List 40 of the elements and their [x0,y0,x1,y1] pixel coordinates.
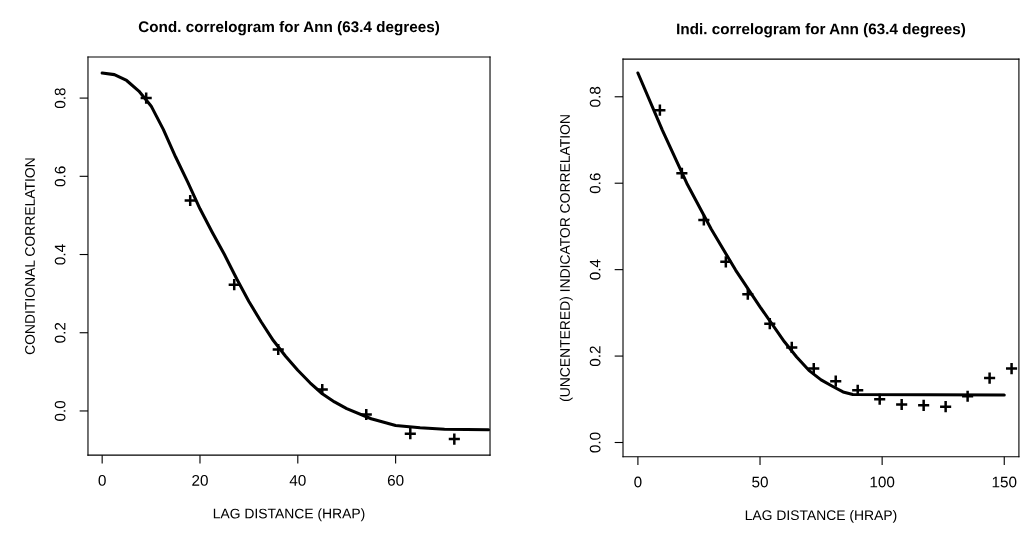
point [675,166,689,181]
x-tick-label: 0 [634,476,642,488]
x-tick-label: 40 [289,475,306,486]
y-tick-label: 0.2 [54,322,66,343]
point [403,426,418,441]
point [806,361,821,376]
y-tick-label: 0.2 [589,346,601,367]
point [938,399,953,414]
point [982,371,997,385]
y-tick-label: 0.8 [589,86,601,107]
point [1004,361,1019,376]
x-axis-title: LAG DISTANCE (HRAP) [745,509,897,523]
chart-title: Indi. correlogram for Ann (63.4 degrees) [677,23,966,38]
y-tick-label: 0.4 [54,244,66,265]
chart-title: Cond. correlogram for Ann (63.4 degrees) [138,20,440,36]
point [271,342,286,357]
point [828,374,843,388]
x-tick-label: 60 [387,475,404,486]
point [139,91,153,105]
point [447,432,462,446]
point [894,397,909,412]
point [762,316,777,331]
x-tick-label: 0 [98,475,106,486]
y-tick-label: 0.6 [589,173,601,194]
point [916,398,931,413]
y-tick-label: 0.4 [589,259,601,280]
y-tick-label: 0.0 [589,432,601,453]
y-tick-label: 0.8 [54,88,66,109]
point [359,407,374,422]
x-axis-title: LAG DISTANCE (HRAP) [213,508,365,522]
x-tick-label: 100 [870,476,895,488]
point [960,389,975,404]
x-tick-label: 20 [192,475,208,486]
x-tick-label: 150 [992,476,1017,488]
y-axis-title: CONDITIONAL CORRELATION [25,158,35,355]
x-tick-label: 50 [752,476,768,488]
y-tick-label: 0.6 [54,166,66,187]
y-axis-title: (UNCENTERED) INDICATOR CORRELATION [559,115,573,402]
point [653,103,667,117]
y-tick-label: 0.0 [54,400,66,421]
